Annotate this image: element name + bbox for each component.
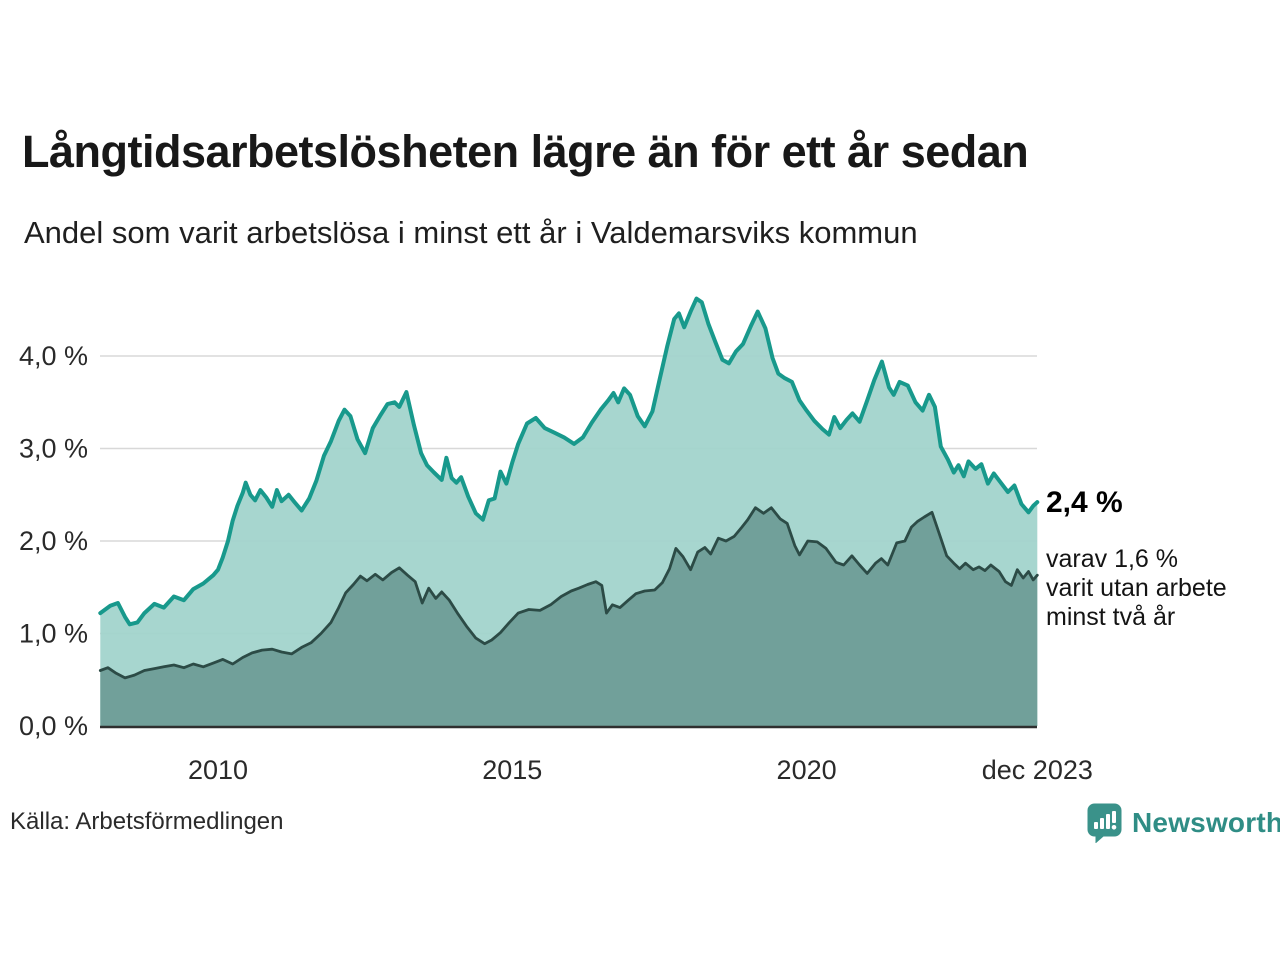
y-axis-tick-label: 0,0 % (19, 711, 88, 741)
two-year-annotation: varav 1,6 % varit utan arbete minst två … (1046, 545, 1227, 632)
source-note: Källa: Arbetsförmedlingen (10, 808, 284, 835)
x-axis-tick-label: 2015 (482, 755, 542, 785)
newsworthy-logo: Newsworthy (1086, 802, 1280, 843)
y-axis-tick-label: 1,0 % (19, 619, 88, 649)
line-one-year (98, 296, 1040, 627)
y-axis-tick-label: 3,0 % (19, 434, 88, 464)
newsworthy-wordmark: Newsworthy (1132, 806, 1280, 838)
x-axis-tick-label: dec 2023 (982, 755, 1093, 785)
newsworthy-bar-chart-bubble-icon (1086, 802, 1123, 843)
y-axis-tick-label: 2,0 % (19, 526, 88, 556)
x-axis-tick-label: 2020 (777, 755, 837, 785)
annotation-line-2: varit utan arbete (1046, 574, 1227, 602)
chart-subtitle: Andel som varit arbetslösa i minst ett å… (24, 215, 918, 250)
page-title: Långtidsarbetslösheten lägre än för ett … (22, 126, 1029, 177)
annotation-line-3: minst två år (1046, 603, 1176, 631)
annotation-line-1: varav 1,6 % (1046, 545, 1179, 573)
line-two-years (98, 506, 1039, 680)
latest-value-label: 2,4 % (1046, 486, 1123, 519)
area-fill-two-years (100, 507, 1038, 726)
y-axis-tick-label: 4,0 % (19, 341, 88, 371)
x-axis-tick-label: 2010 (188, 755, 248, 785)
